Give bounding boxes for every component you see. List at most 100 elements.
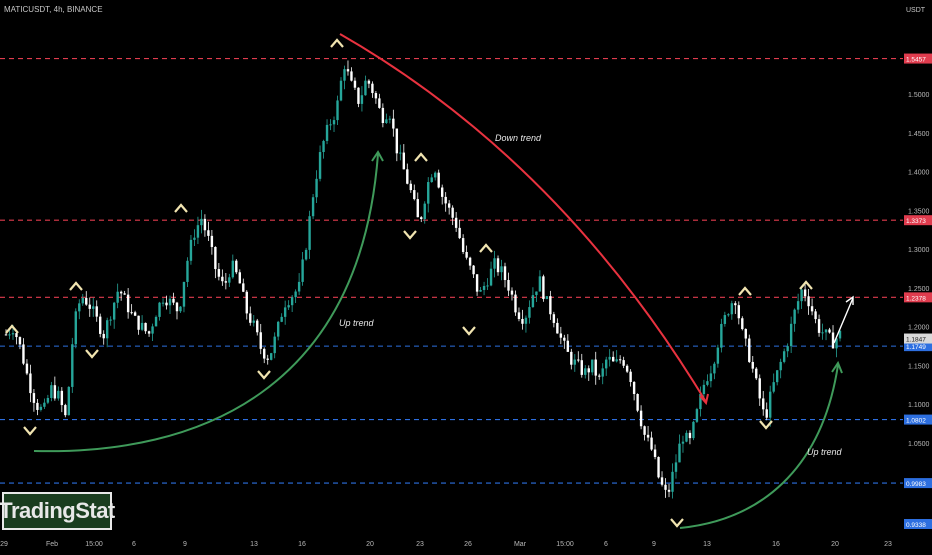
price-tick-label: 1.0500 — [908, 441, 930, 448]
candle-body — [399, 152, 402, 154]
candle-body — [695, 409, 699, 422]
candle-body — [451, 207, 454, 218]
candle-body — [105, 320, 109, 339]
candle-body — [751, 361, 754, 369]
candle-body — [29, 373, 32, 394]
candle-body — [440, 187, 444, 197]
candle-body — [824, 329, 828, 333]
candle-body — [734, 303, 737, 306]
candle-body — [308, 216, 311, 250]
candle-body — [392, 118, 395, 129]
candle-body — [706, 381, 709, 385]
candle-body — [762, 398, 765, 410]
candle-body — [186, 260, 189, 282]
candle-body — [835, 338, 838, 349]
candle-body — [636, 393, 639, 411]
candle-body — [332, 120, 336, 125]
last-price-label: 1.1847 — [906, 337, 926, 344]
candle-body — [304, 249, 308, 260]
candle-body — [36, 402, 39, 410]
price-tick-label: 1.4500 — [908, 131, 930, 138]
candle-body — [64, 405, 67, 416]
candle-body — [489, 268, 493, 286]
price-axis-panel[interactable] — [903, 0, 932, 550]
candle-body — [74, 311, 77, 345]
level-price-label: 1.3373 — [906, 218, 926, 225]
symbol-title: MATICUSDT, 4h, BINANCE — [4, 5, 103, 14]
candle-body — [172, 298, 175, 303]
candle-body — [196, 225, 200, 238]
candle-body — [25, 363, 29, 374]
candle-body — [688, 432, 692, 439]
candle-body — [556, 322, 559, 334]
time-tick-label: 15:00 — [85, 541, 103, 548]
candle-body — [189, 239, 193, 261]
candle-body — [500, 266, 503, 273]
swing-high-marker — [330, 38, 344, 48]
candle-body — [758, 378, 761, 399]
level-price-label: 0.9983 — [906, 481, 926, 488]
time-tick-label: 20 — [831, 541, 839, 548]
candle-body — [402, 152, 406, 170]
last-price-tag — [904, 333, 932, 344]
candle-body — [346, 69, 350, 72]
candle-body — [748, 338, 751, 362]
swing-low-marker — [759, 420, 773, 430]
swing-low-marker — [257, 370, 271, 380]
candle-body — [643, 426, 646, 435]
candle-body — [713, 363, 716, 374]
candle-body — [730, 303, 734, 315]
candle-body — [133, 312, 137, 316]
candle-body — [203, 218, 207, 231]
candle-body — [92, 306, 95, 309]
candle-body — [674, 462, 678, 472]
candle-body — [81, 298, 84, 304]
swing-high-marker — [69, 281, 83, 291]
candle-body — [786, 346, 789, 352]
candle-body — [632, 381, 636, 394]
candle-body — [385, 119, 388, 124]
candle-body — [587, 368, 590, 373]
time-tick-label: 29 — [0, 541, 8, 548]
candle-body — [447, 203, 451, 208]
price-tick-label: 1.5000 — [908, 92, 930, 99]
candle-body — [775, 370, 779, 383]
candle-body — [259, 332, 262, 349]
candle-body — [678, 443, 681, 463]
candle-body — [769, 391, 772, 418]
swing-low-marker — [85, 349, 99, 359]
candle-body — [796, 301, 800, 310]
candle-body — [570, 351, 573, 365]
candle-body — [653, 449, 657, 457]
candle-body — [112, 302, 116, 320]
candle-body — [32, 393, 36, 403]
candle-body — [60, 390, 64, 406]
candle-body — [810, 306, 814, 312]
candle-body — [416, 199, 419, 218]
candle-body — [388, 118, 392, 120]
level-price-label: 1.1749 — [906, 344, 926, 351]
candle-body — [57, 390, 60, 399]
level-price-label: 1.5457 — [906, 57, 926, 64]
candle-body — [549, 296, 552, 315]
bottom-price-label: 0.9338 — [906, 522, 926, 529]
candle-body — [294, 291, 297, 298]
trend-annotation: Up trend — [339, 318, 375, 328]
candle-body — [360, 95, 364, 104]
candle-body — [231, 260, 235, 278]
candle-body — [151, 326, 154, 334]
candle-body — [126, 294, 130, 313]
candle-body — [221, 276, 224, 282]
candle-body — [831, 332, 835, 349]
candle-body — [325, 124, 329, 141]
candle-body — [109, 319, 112, 321]
candle-body — [496, 258, 500, 273]
candle-body — [461, 238, 465, 252]
candle-body — [486, 285, 489, 287]
candle-body — [601, 368, 604, 377]
candle-body — [252, 320, 255, 323]
time-tick-label: 15:00 — [556, 541, 574, 548]
candle-body — [43, 402, 46, 407]
